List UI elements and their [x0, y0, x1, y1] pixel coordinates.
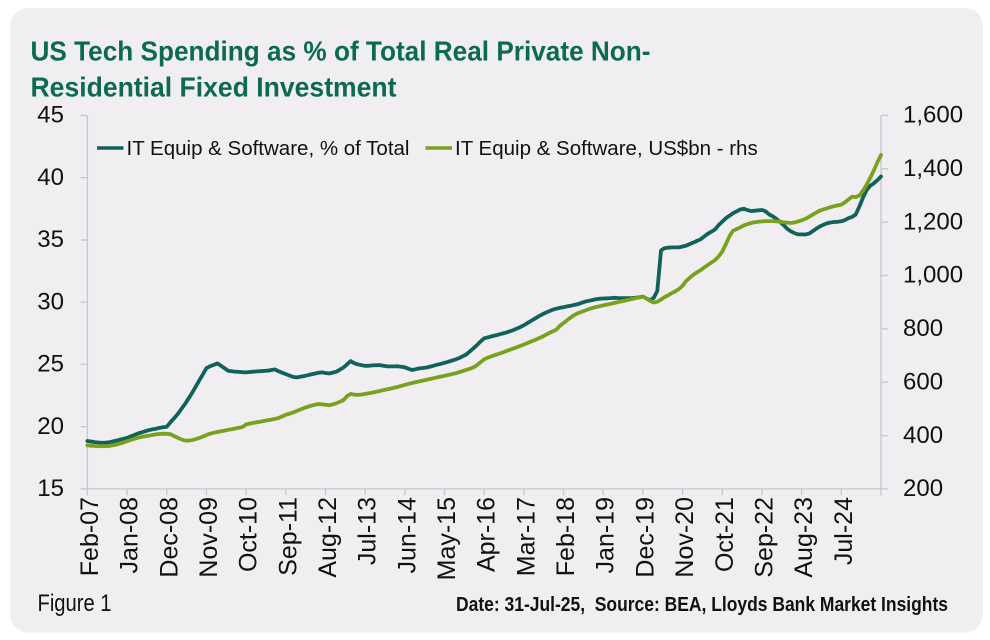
svg-text:Residential Fixed Investment: Residential Fixed Investment — [31, 71, 397, 102]
svg-text:400: 400 — [903, 422, 943, 449]
svg-text:Aug-23: Aug-23 — [790, 497, 818, 578]
svg-text:1,200: 1,200 — [903, 208, 963, 235]
svg-text:Jan-19: Jan-19 — [592, 497, 620, 573]
svg-text:Feb-07: Feb-07 — [76, 497, 104, 576]
svg-text:200: 200 — [903, 475, 943, 502]
svg-text:Sep-22: Sep-22 — [751, 497, 779, 578]
svg-text:1,400: 1,400 — [903, 155, 963, 182]
svg-text:Oct-21: Oct-21 — [711, 497, 739, 572]
svg-text:800: 800 — [903, 315, 943, 342]
svg-text:Jun-14: Jun-14 — [393, 497, 421, 574]
svg-text:15: 15 — [37, 475, 64, 502]
svg-text:US Tech Spending as % of Total: US Tech Spending as % of Total Real Priv… — [31, 36, 651, 67]
svg-text:40: 40 — [37, 164, 64, 191]
svg-text:Sep-11: Sep-11 — [274, 497, 302, 576]
svg-text:Apr-16: Apr-16 — [473, 497, 501, 572]
svg-text:Dec-08: Dec-08 — [155, 497, 183, 578]
svg-text:Mar-17: Mar-17 — [512, 497, 540, 576]
svg-text:30: 30 — [37, 288, 64, 315]
svg-text:Jul-13: Jul-13 — [354, 497, 382, 565]
svg-text:Dec-19: Dec-19 — [631, 497, 659, 578]
svg-text:Jan-08: Jan-08 — [116, 497, 144, 573]
svg-text:35: 35 — [37, 226, 64, 253]
svg-text:1,600: 1,600 — [903, 102, 963, 129]
svg-text:IT Equip & Software, % of Tota: IT Equip & Software, % of Total — [127, 137, 410, 160]
svg-text:Date: 31-Jul-25, Source: BEA,: Date: 31-Jul-25, Source: BEA, Lloyds Ban… — [456, 593, 948, 616]
svg-text:Nov-20: Nov-20 — [671, 497, 699, 578]
svg-text:Figure 1: Figure 1 — [38, 590, 112, 617]
svg-text:Jul-24: Jul-24 — [830, 497, 858, 565]
svg-text:IT Equip & Software, US$bn - r: IT Equip & Software, US$bn - rhs — [455, 137, 758, 160]
svg-text:Feb-18: Feb-18 — [552, 497, 580, 576]
svg-text:20: 20 — [37, 413, 64, 440]
svg-text:Aug-12: Aug-12 — [314, 497, 342, 578]
svg-text:45: 45 — [37, 102, 64, 129]
svg-text:25: 25 — [37, 351, 64, 378]
svg-text:1,000: 1,000 — [903, 262, 963, 289]
svg-text:May-15: May-15 — [433, 497, 461, 580]
svg-text:Nov-09: Nov-09 — [195, 497, 223, 578]
svg-text:Oct-10: Oct-10 — [235, 497, 263, 572]
svg-text:600: 600 — [903, 368, 943, 395]
